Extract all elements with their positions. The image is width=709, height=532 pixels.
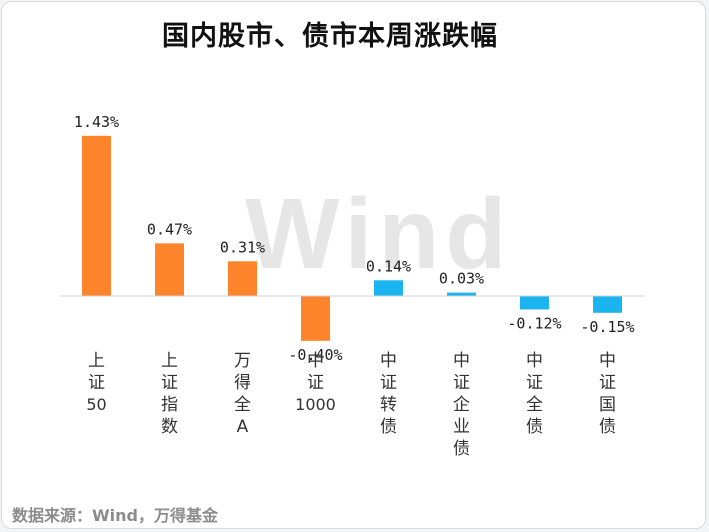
bar-0 <box>82 135 111 296</box>
bar-6 <box>520 296 549 310</box>
data-label-1: 0.47% <box>147 220 192 238</box>
category-label-2: 万得全 A <box>234 351 251 437</box>
bar-5 <box>447 292 476 296</box>
data-label-4: 0.14% <box>366 257 411 275</box>
data-label-7: -0.15% <box>580 318 634 336</box>
data-label-6: -0.12% <box>507 314 561 332</box>
bar-1 <box>155 243 184 296</box>
bar-4 <box>374 280 403 296</box>
category-label-6: 中证全债 <box>526 351 543 437</box>
watermark: Wind <box>245 178 512 290</box>
data-label-2: 0.31% <box>220 238 265 256</box>
chart-title: 国内股市、债市本周涨跌幅 <box>162 21 498 52</box>
data-label-3: -0.40% <box>288 346 342 364</box>
category-label-3: 中证 1000 <box>295 351 336 414</box>
bar-chart: Wind 1.43% 0.47% 0.31% -0.40% 0.14% 0.03% -0.1… <box>60 113 645 459</box>
data-label-0: 1.43% <box>74 113 119 131</box>
category-label-5: 中证企业债 <box>453 351 470 459</box>
data-label-5: 0.03% <box>439 270 484 288</box>
category-label-0: 上证 50 <box>86 351 106 414</box>
category-label-4: 中证转债 <box>380 351 397 437</box>
category-label-1: 上证指数 <box>161 351 178 437</box>
bar-2 <box>228 261 257 296</box>
category-label-7: 中证国债 <box>599 351 616 437</box>
bar-3 <box>301 296 330 341</box>
bar-7 <box>593 296 622 313</box>
source-note: 数据来源：Wind，万得基金 <box>12 506 218 525</box>
